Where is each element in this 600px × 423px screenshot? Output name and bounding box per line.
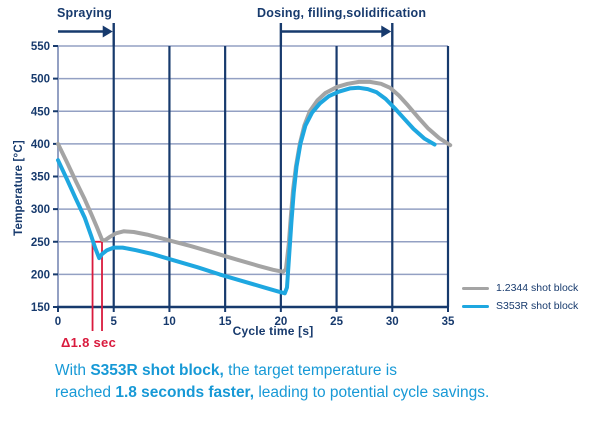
- y-tick-label: 550: [31, 41, 50, 53]
- dosing-arrow: [279, 23, 394, 46]
- series-s353r-shot-block: [56, 85, 437, 296]
- caption-line: With S353R shot block, the target temper…: [55, 360, 489, 382]
- y-tick-label: 250: [31, 237, 50, 249]
- caption-segment: leading to potential cycle savings.: [254, 384, 490, 401]
- legend-swatch: [462, 286, 489, 291]
- x-tick-label: 0: [55, 316, 61, 328]
- x-tick-label: 20: [274, 316, 287, 328]
- spraying-label: Spraying: [57, 6, 113, 20]
- x-tick-label: 30: [386, 316, 399, 328]
- caption-segment: reached: [55, 384, 116, 401]
- x-tick-label: 25: [330, 316, 343, 328]
- spraying-arrow-head: [102, 25, 113, 38]
- delta-time-annotation: Δ1.8 sec: [61, 335, 117, 350]
- caption-bold-segment: S353R shot block,: [90, 362, 224, 379]
- x-axis-title: Cycle time [s]: [232, 324, 314, 338]
- y-tick-label: 200: [31, 269, 50, 281]
- x-tick-label: 5: [111, 316, 118, 328]
- spraying-arrow: [58, 23, 115, 46]
- dosing-phase-label: Dosing, filling,solidification: [257, 6, 427, 20]
- axis-ticks: 0 5 10 15 20 25 30 35 150 200 250 300 350 400 450 500 55…: [31, 41, 455, 328]
- horizontal-gridlines: [58, 45, 448, 276]
- y-axis-title: Temperature [°C]: [13, 140, 25, 236]
- legend-label: S353R shot block: [496, 300, 579, 312]
- legend-label: 1.2344 shot block: [496, 282, 579, 294]
- y-tick-label: 300: [31, 204, 50, 216]
- y-tick-label: 500: [31, 74, 50, 86]
- x-tick-label: 10: [163, 316, 176, 328]
- x-tick-label: 15: [219, 316, 232, 328]
- caption-segment: With: [55, 362, 91, 379]
- legend-swatch: [462, 304, 489, 309]
- legend-item: 1.2344 shot block: [462, 283, 578, 294]
- caption-bold-segment: 1.8 seconds faster,: [115, 384, 255, 401]
- x-tick-label: 35: [442, 316, 455, 328]
- y-tick-label: 400: [31, 139, 50, 151]
- y-tick-label: 150: [31, 302, 50, 314]
- legend: 1.2344 shot block S353R shot block: [462, 283, 578, 319]
- y-tick-label: 350: [31, 172, 50, 184]
- caption-text: With S353R shot block, the target temper…: [55, 360, 489, 404]
- dosing-arrow-head: [381, 25, 392, 38]
- vertical-gridlines: [112, 46, 450, 307]
- caption-line: reached 1.8 seconds faster, leading to p…: [55, 382, 489, 404]
- y-tick-label: 450: [31, 106, 50, 118]
- caption-segment: the target temperature is: [223, 362, 397, 379]
- legend-item: S353R shot block: [462, 301, 578, 312]
